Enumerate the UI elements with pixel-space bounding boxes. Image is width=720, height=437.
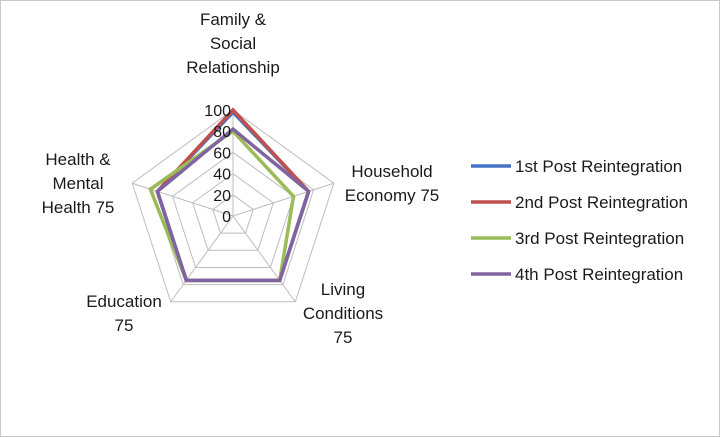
tick-label: 20 (213, 188, 231, 205)
category-labels: Family & Social Relationship Household Econo… (42, 10, 440, 347)
legend-label: 1st Post Reintegration (515, 157, 682, 176)
legend-label: 4th Post Reintegration (515, 265, 683, 284)
series-line (155, 126, 311, 283)
grid-ring (131, 109, 335, 303)
grid-spoke (170, 215, 234, 303)
category-label: 75 (115, 316, 134, 335)
grid-spoke (232, 215, 296, 303)
category-label: Relationship (186, 58, 280, 77)
category-label: Economy 75 (345, 186, 440, 205)
tick-label: 40 (213, 167, 231, 184)
grid-ring (171, 151, 295, 268)
tick-label: 100 (204, 103, 231, 120)
radar-series (148, 107, 311, 283)
category-label: Mental (52, 174, 103, 193)
legend-label: 2nd Post Reintegration (515, 193, 688, 212)
category-label: Living (321, 280, 365, 299)
legend-label: 3rd Post Reintegration (515, 229, 684, 248)
tick-label: 0 (222, 209, 231, 226)
category-label: 75 (334, 328, 353, 347)
grid-spoke (232, 182, 334, 217)
category-label: Social (210, 34, 256, 53)
tick-label: 80 (213, 124, 231, 141)
category-label: Family & (200, 10, 267, 29)
grid-ring (212, 194, 254, 234)
legend: 1st Post Reintegration 2nd Post Reintegra… (471, 157, 688, 284)
category-label: Household (351, 162, 432, 181)
category-label: Conditions (303, 304, 383, 323)
category-label: Health & (45, 150, 111, 169)
category-label: Education (86, 292, 162, 311)
tick-label: 60 (213, 145, 231, 162)
grid-ring (192, 172, 274, 251)
category-label: Health 75 (42, 198, 115, 217)
radial-tick-labels: 100 80 60 40 20 0 (204, 103, 231, 226)
